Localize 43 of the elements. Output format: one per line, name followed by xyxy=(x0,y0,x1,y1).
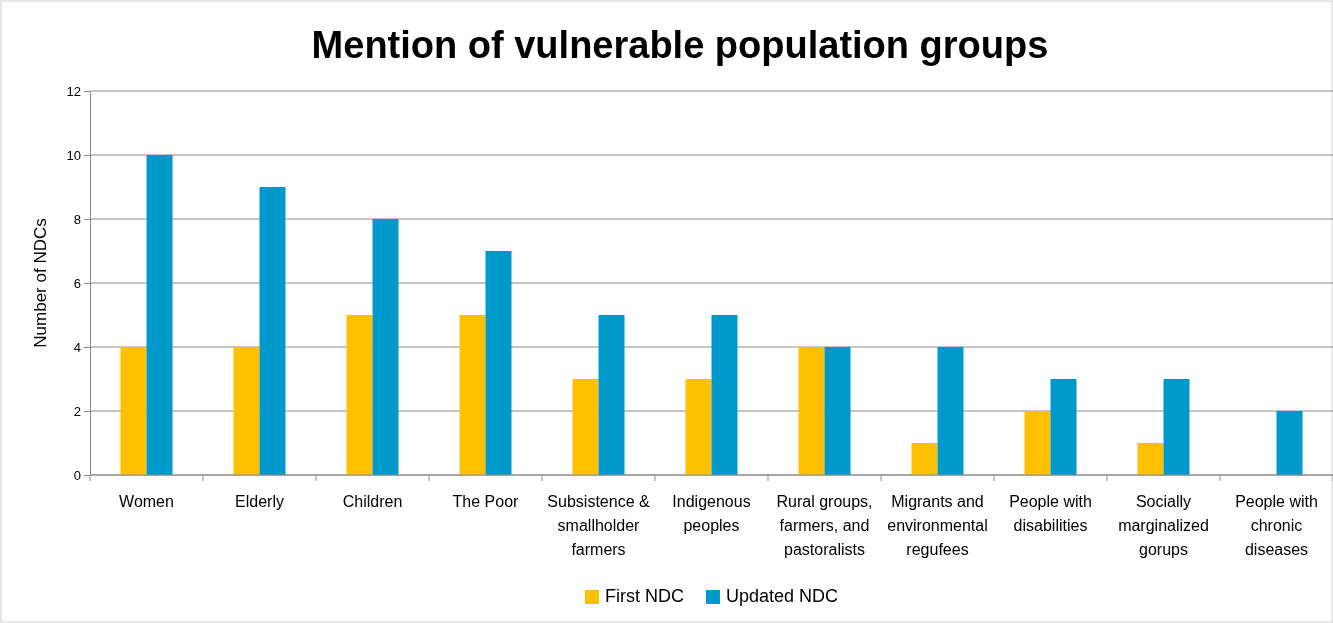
x-tick-label: The Poor xyxy=(452,493,520,510)
bar xyxy=(346,315,373,475)
bar xyxy=(798,347,825,475)
bar xyxy=(824,347,851,475)
bar xyxy=(259,187,286,475)
x-tick-label: Women xyxy=(119,493,174,510)
y-tick-label: 0 xyxy=(73,467,81,483)
bar xyxy=(1163,379,1190,475)
x-tick-label: Rural groups, farmers, and pastoralists xyxy=(776,493,873,558)
bar xyxy=(572,379,599,475)
y-tick-label: 10 xyxy=(66,147,81,163)
bar xyxy=(685,379,712,475)
y-tick-label: 8 xyxy=(73,211,81,227)
legend-label: First NDC xyxy=(604,586,684,606)
bar xyxy=(459,315,486,475)
y-tick-label: 12 xyxy=(66,83,81,99)
x-tick-label: People with chronic diseases xyxy=(1235,493,1318,558)
x-tick-label: Socially marginalized gorups xyxy=(1118,493,1209,558)
x-tick-label: Elderly xyxy=(235,493,284,510)
bar xyxy=(120,347,147,475)
y-tick-label: 2 xyxy=(73,403,81,419)
bar xyxy=(233,347,260,475)
bar xyxy=(937,347,964,475)
x-tick-label: People with disabilities xyxy=(1009,493,1092,534)
bar xyxy=(1024,411,1051,475)
bar xyxy=(372,219,399,475)
bar xyxy=(485,251,512,475)
legend-label: Updated NDC xyxy=(725,586,839,606)
bar xyxy=(1137,443,1164,475)
bar xyxy=(711,315,738,475)
bar xyxy=(146,155,173,475)
x-tick-label: Migrants and environmental regufees xyxy=(887,493,988,558)
chart-title: Mention of vulnerable population groups xyxy=(311,24,1049,66)
bar xyxy=(1276,411,1303,475)
y-axis-title: Number of NDCs xyxy=(31,218,50,348)
y-tick-label: 6 xyxy=(73,275,81,291)
x-tick-label: Indigenous peoples xyxy=(672,493,751,534)
bar xyxy=(1050,379,1077,475)
x-tick-label: Children xyxy=(342,493,403,510)
x-tick-label: Subsistence & smallholder farmers xyxy=(547,493,650,558)
y-tick-label: 4 xyxy=(73,339,81,355)
bar xyxy=(911,443,938,475)
bar xyxy=(598,315,625,475)
